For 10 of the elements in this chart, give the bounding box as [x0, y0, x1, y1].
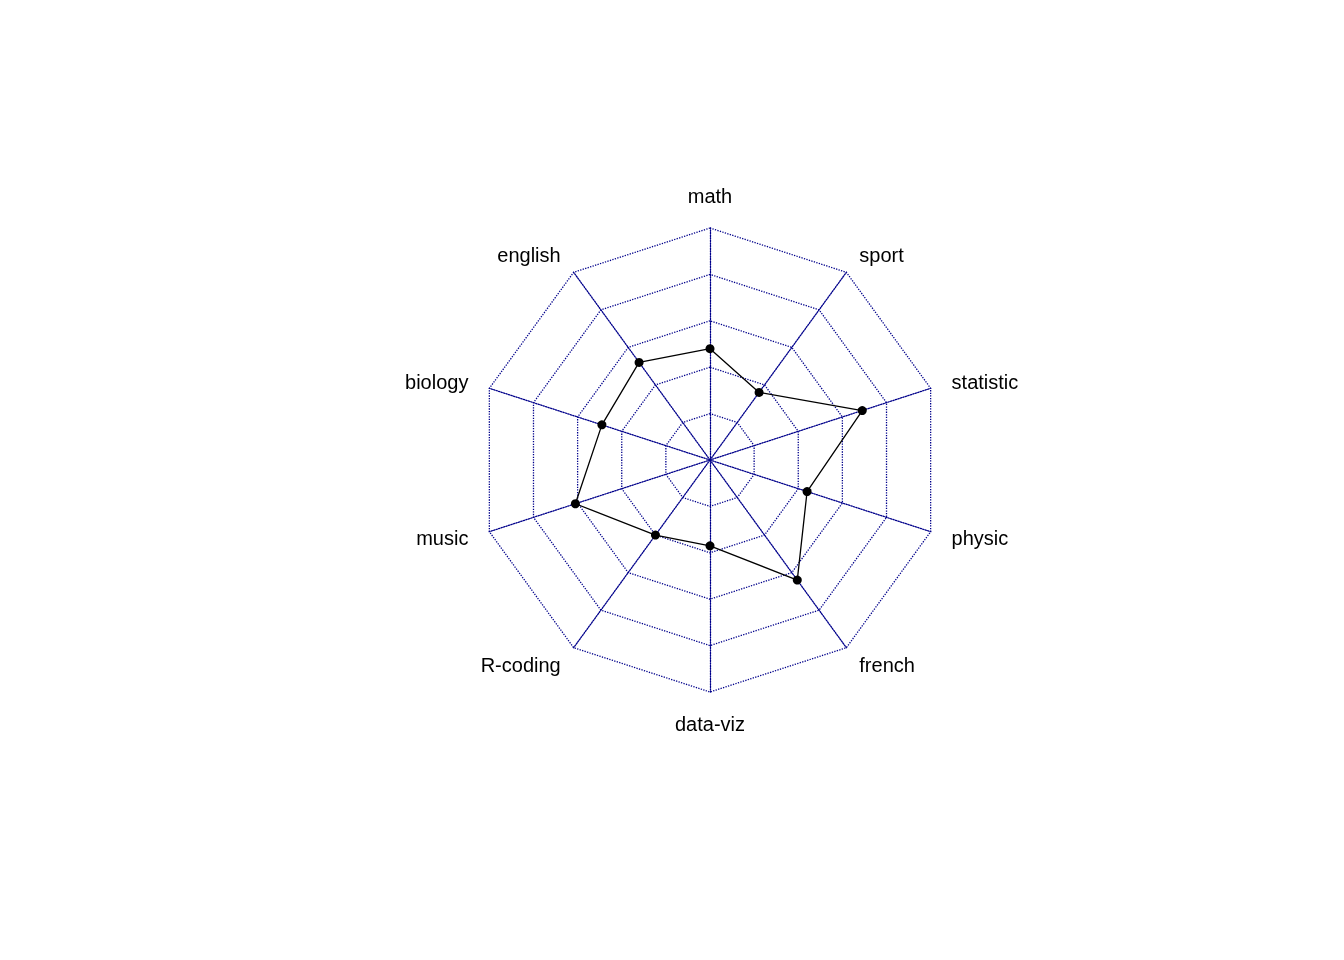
- spoke-label: physic: [951, 527, 1009, 550]
- spoke-label: music: [416, 527, 469, 550]
- spoke-label: data-viz: [674, 713, 746, 735]
- spoke-label: math: [687, 185, 733, 207]
- spoke-label: R-coding: [480, 654, 561, 677]
- spoke-label: sport: [859, 243, 905, 266]
- spoke-label: english: [497, 243, 561, 266]
- spoke-label: french: [859, 654, 915, 677]
- spoke-label: biology: [405, 370, 469, 393]
- spoke-label: statistic: [951, 370, 1019, 393]
